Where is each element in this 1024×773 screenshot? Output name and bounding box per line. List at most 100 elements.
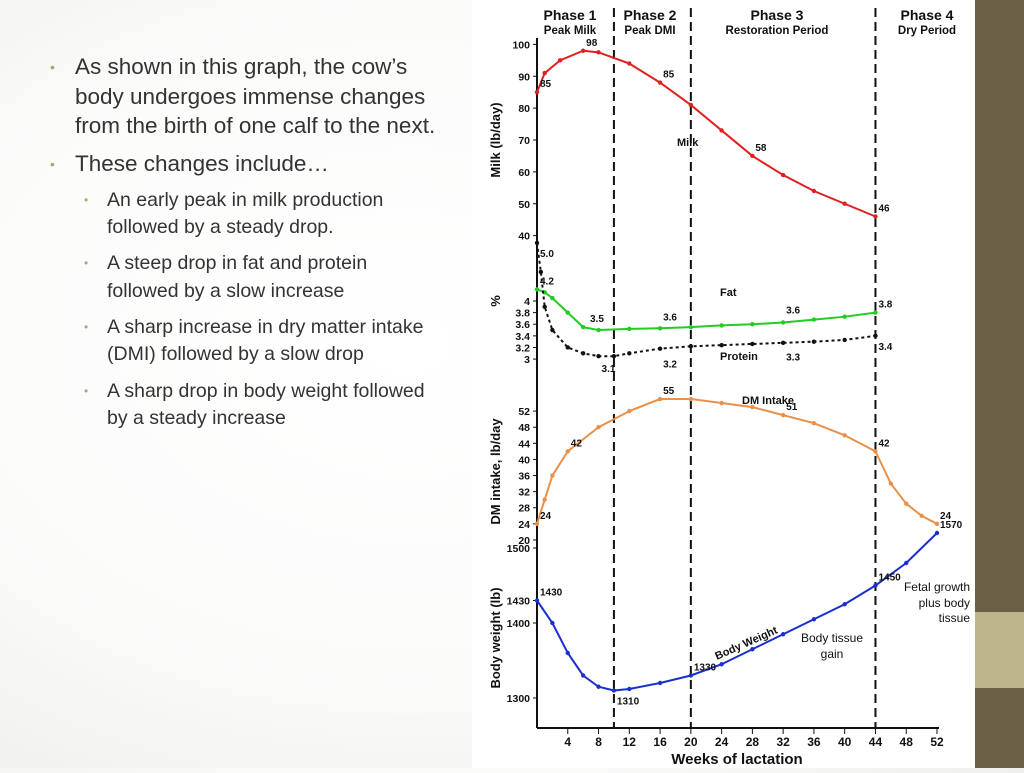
data-point [873, 334, 877, 338]
data-label: 1310 [617, 697, 640, 708]
series-line [537, 243, 875, 356]
data-label: 1330 [694, 663, 717, 674]
bullet-icon: • [84, 192, 88, 209]
bullet-item: •These changes include… [48, 149, 443, 179]
data-label: 3.8 [878, 300, 892, 311]
annotation: tissue [939, 611, 971, 625]
data-label: 1430 [540, 588, 563, 599]
data-label: 55 [663, 386, 675, 397]
series-line [537, 289, 875, 330]
x-tick-label: 16 [653, 735, 667, 749]
data-point [781, 341, 785, 345]
series-name: Body Weight [713, 624, 779, 662]
data-point [842, 602, 846, 606]
data-point [535, 598, 539, 602]
phase-subtitle: Peak DMI [624, 25, 675, 37]
data-point [812, 617, 816, 621]
data-point [750, 322, 754, 326]
data-point [658, 397, 662, 401]
data-point [542, 497, 546, 501]
data-label: 46 [878, 204, 890, 215]
data-label: 42 [878, 438, 890, 449]
data-point [658, 326, 662, 330]
y-tick-label: 3.2 [515, 342, 530, 354]
data-point [781, 413, 785, 417]
data-point [842, 314, 846, 318]
bullet-icon: • [84, 383, 88, 400]
y-tick-label: 40 [518, 454, 530, 466]
annotation: plus body [919, 596, 970, 610]
y-tick-label: 44 [518, 438, 530, 450]
data-point [581, 351, 585, 355]
data-point [904, 561, 908, 565]
data-point [812, 317, 816, 321]
data-point [535, 90, 539, 94]
data-label: 24 [540, 511, 552, 522]
bullet-item: •A sharp drop in body weight followed by… [48, 378, 443, 433]
data-point [535, 241, 539, 245]
series-name: Fat [720, 287, 737, 299]
y-tick-label: 52 [518, 406, 530, 418]
y-tick-label: 36 [518, 471, 530, 483]
data-point [812, 421, 816, 425]
x-tick-label: 24 [715, 735, 729, 749]
y-tick-label: 1300 [507, 693, 531, 705]
data-label: 1450 [878, 573, 901, 584]
data-point [539, 270, 543, 274]
x-axis-label: Weeks of lactation [671, 751, 802, 768]
data-point [566, 651, 570, 655]
slide-body: • As shown in this graph, the cow’s body … [48, 52, 443, 441]
data-label: 3.5 [590, 314, 604, 325]
data-label: 5.0 [540, 249, 554, 260]
y-tick-label: 60 [518, 167, 530, 179]
data-point [919, 514, 923, 518]
bullet-icon: • [84, 319, 88, 336]
phase-subtitle: Restoration Period [726, 25, 829, 37]
y-tick-label: 80 [518, 103, 530, 115]
bullet-item: •As shown in this graph, the cow’s body … [48, 52, 443, 141]
x-tick-label: 32 [776, 735, 790, 749]
data-point [627, 327, 631, 331]
y-tick-label: 3.4 [515, 331, 530, 343]
data-point [542, 305, 546, 309]
bullet-text: An early peak in milk production followe… [107, 189, 383, 238]
data-label: 3.1 [602, 364, 616, 375]
x-tick-label: 8 [595, 735, 602, 749]
y-axis-label: % [488, 295, 503, 307]
bullet-text: These changes include… [75, 151, 329, 176]
data-point [873, 449, 877, 453]
data-point [550, 473, 554, 477]
data-point [596, 328, 600, 332]
data-point [542, 71, 546, 75]
chart-svg: Phase 1Peak MilkPhase 2Peak DMIPhase 3Re… [472, 0, 975, 768]
data-point [781, 632, 785, 636]
data-point [550, 328, 554, 332]
bullet-text: A steep drop in fat and protein followed… [107, 252, 367, 301]
data-label: 3.6 [663, 312, 677, 323]
data-point [612, 354, 616, 358]
bullet-text: As shown in this graph, the cow’s body u… [75, 54, 435, 138]
y-tick-label: 1500 [507, 543, 531, 555]
data-point [904, 502, 908, 506]
y-tick-label: 28 [518, 503, 530, 515]
y-tick-label: 1400 [507, 618, 531, 630]
data-point [689, 103, 693, 107]
data-label: 3.4 [878, 342, 892, 353]
data-point [535, 522, 539, 526]
series-line [537, 399, 937, 524]
data-point [719, 343, 723, 347]
data-label: 3.6 [786, 305, 800, 316]
x-tick-label: 48 [900, 735, 914, 749]
data-point [842, 338, 846, 342]
annotation: gain [821, 647, 844, 661]
data-point [596, 354, 600, 358]
data-point [558, 58, 562, 62]
y-tick-label: 50 [518, 199, 530, 211]
bullet-item: •A sharp increase in dry matter intake (… [48, 314, 443, 369]
data-point [719, 401, 723, 405]
series-line [537, 533, 937, 691]
bullet-item: • An early peak in milk production follow… [48, 187, 443, 242]
x-tick-label: 44 [869, 735, 883, 749]
data-point [581, 49, 585, 53]
y-axis-label: Body weight (lb) [488, 587, 503, 688]
